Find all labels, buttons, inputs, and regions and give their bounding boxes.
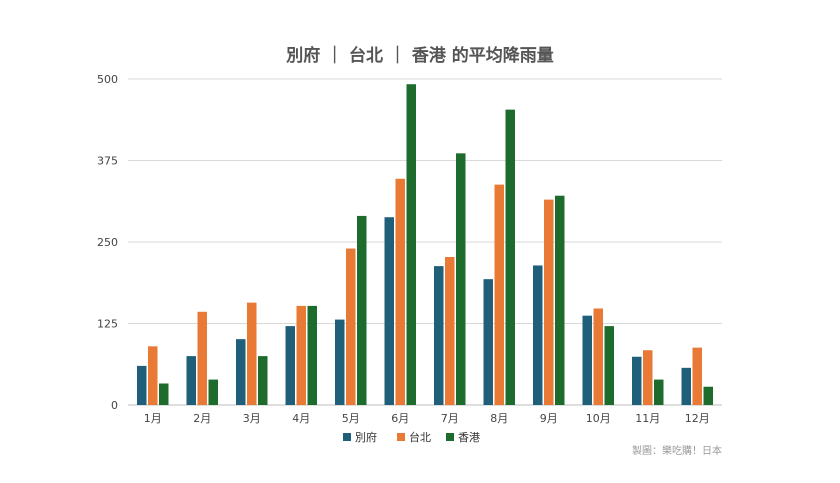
bar <box>307 305 317 405</box>
legend-label: 別府 <box>355 430 377 444</box>
bar <box>494 184 504 405</box>
x-axis-ticks: 1月 2月 3月 4月 5月 6月 7月 8月 9月 10月 11月 12月 <box>144 412 710 425</box>
bar <box>159 383 169 405</box>
bar <box>346 248 356 405</box>
x-tick-label: 8月 <box>490 412 508 425</box>
x-tick-label: 2月 <box>193 412 211 425</box>
bars <box>137 84 713 406</box>
y-tick-label: 250 <box>97 236 118 249</box>
bar <box>236 339 246 405</box>
x-tick-label: 4月 <box>292 412 310 425</box>
bar <box>258 356 268 405</box>
bar <box>148 346 158 405</box>
bar <box>456 153 466 405</box>
legend-swatch <box>343 433 351 441</box>
x-tick-label: 7月 <box>441 412 459 425</box>
bar <box>483 279 493 405</box>
bar <box>384 217 394 405</box>
bar <box>335 319 345 405</box>
credit-text: 製圖：樂吃購！日本 <box>632 444 722 457</box>
bar <box>681 367 691 405</box>
x-tick-label: 11月 <box>635 412 660 425</box>
bar <box>582 315 592 405</box>
bar <box>604 326 614 405</box>
bar <box>593 308 603 405</box>
chart-title: 別府 ｜ 台北 ｜ 香港 的平均降雨量 <box>285 45 554 66</box>
legend-swatch <box>397 433 405 441</box>
bar <box>208 379 218 405</box>
x-tick-label: 5月 <box>342 412 360 425</box>
x-tick-label: 12月 <box>685 412 710 425</box>
y-tick-label: 500 <box>97 73 118 86</box>
legend: 別府 台北 香港 <box>343 430 480 444</box>
x-tick-label: 1月 <box>144 412 162 425</box>
bar <box>703 386 713 405</box>
x-tick-label: 6月 <box>391 412 409 425</box>
bar <box>137 365 147 405</box>
y-axis-ticks: 0 125 250 375 500 <box>97 73 118 412</box>
bar <box>692 347 702 405</box>
bar <box>395 178 405 405</box>
bar <box>445 256 455 405</box>
legend-label: 香港 <box>458 431 480 444</box>
x-tick-label: 3月 <box>243 412 261 425</box>
bar <box>434 266 444 405</box>
y-tick-label: 125 <box>97 318 118 331</box>
grid-lines <box>128 78 722 406</box>
y-tick-label: 375 <box>97 155 118 168</box>
bar <box>197 311 207 405</box>
bar <box>357 215 367 405</box>
bar <box>654 379 664 405</box>
x-tick-label: 10月 <box>586 412 611 425</box>
bar <box>643 350 653 405</box>
bar <box>544 199 554 405</box>
legend-swatch <box>446 433 454 441</box>
bar <box>632 356 642 405</box>
bar <box>505 109 515 406</box>
bar <box>555 195 565 405</box>
bar <box>296 305 306 405</box>
y-tick-label: 0 <box>111 399 118 412</box>
bar <box>186 356 196 405</box>
bar <box>533 265 543 405</box>
bar <box>406 84 416 405</box>
x-tick-label: 9月 <box>540 412 558 425</box>
bar <box>247 302 257 405</box>
legend-label: 台北 <box>409 430 431 444</box>
bar <box>285 326 295 405</box>
